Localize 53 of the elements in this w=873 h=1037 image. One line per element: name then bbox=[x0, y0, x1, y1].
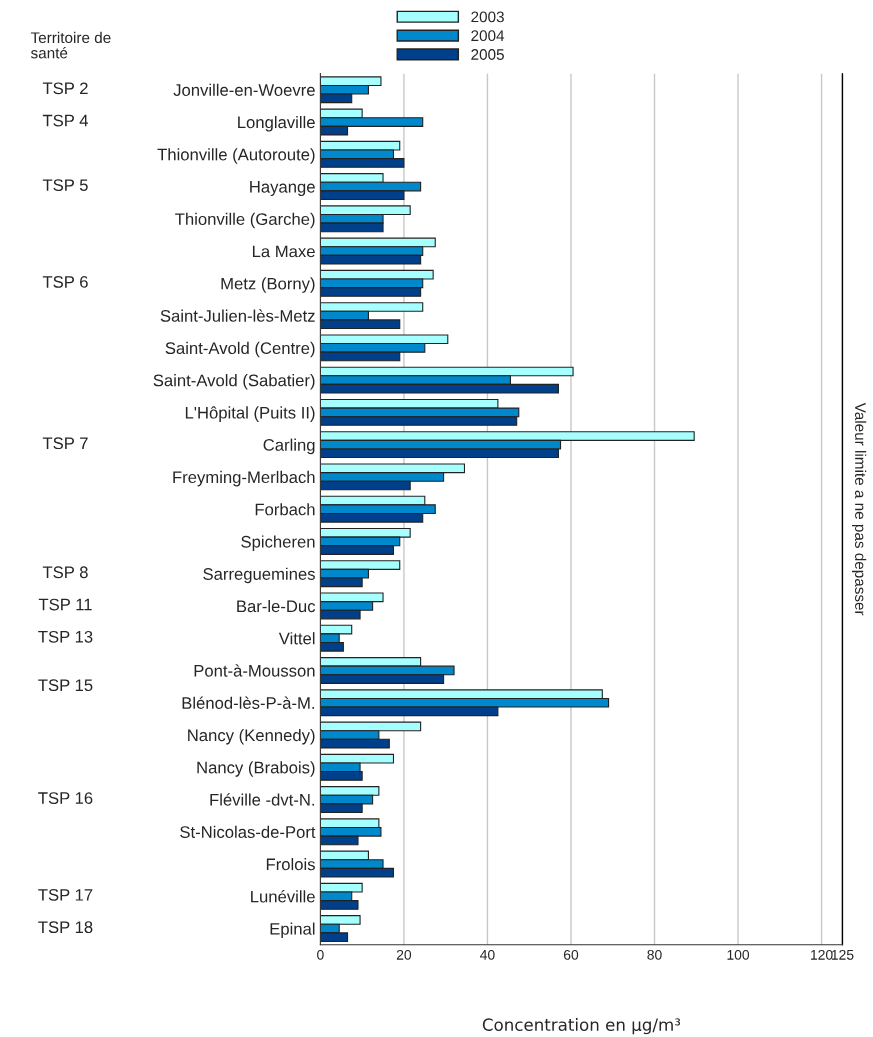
y-tick-label: St-Nicolas-de-Port bbox=[180, 825, 316, 838]
text: TSP 8 bbox=[42, 566, 88, 579]
legend-label: 2004 bbox=[471, 30, 505, 42]
legend-label: 2003 bbox=[471, 11, 504, 23]
text: TSP 2 bbox=[42, 82, 88, 95]
y-tick-label: Bar-le-Duc bbox=[237, 599, 316, 613]
x-tick-label: 125 bbox=[831, 949, 854, 960]
y-tick-label: Pont-à-Mousson bbox=[194, 664, 315, 677]
y-tick-label: Nancy (Kennedy) bbox=[188, 728, 315, 745]
y-tick-label: Hayange bbox=[250, 181, 315, 197]
y-tick-label: Spicheren bbox=[241, 535, 315, 551]
ref-line-label: Valeur limite a ne pas depasser bbox=[851, 402, 867, 616]
y-tick-label: Epinal bbox=[270, 922, 315, 939]
x-tick-label: 100 bbox=[727, 949, 750, 960]
y-tick-label: Saint-Avold (Sabatier) bbox=[153, 374, 315, 390]
y-tick-label: L'Hôpital (Puits II) bbox=[185, 406, 315, 422]
y-tick-label: Freyming-Merlbach bbox=[173, 470, 315, 487]
y-tick-label: Jonville-en-Woevre bbox=[173, 83, 315, 96]
text: TSP 18 bbox=[38, 921, 93, 934]
y-tick-label: Metz (Borny) bbox=[221, 277, 315, 293]
y-tick-label: Lunéville bbox=[251, 890, 315, 903]
y-tick-label: Sarreguemines bbox=[203, 567, 315, 584]
text: TSP 5 bbox=[42, 179, 88, 192]
text: TSP 17 bbox=[38, 888, 93, 901]
x-tick-label: 80 bbox=[647, 949, 662, 960]
y-tick-label: Saint-Julien-lès-Metz bbox=[160, 309, 315, 322]
x-tick-label: 20 bbox=[396, 949, 412, 960]
y-tick-label: Frolois bbox=[266, 858, 315, 871]
y-tick-label: Blénod-lès-P-à-M. bbox=[182, 696, 315, 709]
text: TSP 7 bbox=[42, 437, 88, 450]
y-tick-label: Nancy (Brabois) bbox=[197, 761, 315, 777]
y-tick-label: La Maxe bbox=[252, 245, 315, 258]
x-tick-label: 60 bbox=[563, 949, 579, 960]
text: TSP 4 bbox=[42, 114, 88, 127]
y-tick-label: Fléville -dvt-N. bbox=[210, 793, 315, 806]
legend-label: 2005 bbox=[471, 49, 504, 60]
y-tick-label: Vittel bbox=[278, 632, 315, 645]
y-tick-label: Thionville (Garche) bbox=[175, 212, 315, 229]
text: Territoire de santé bbox=[30, 31, 111, 59]
y-tick-label: Forbach bbox=[255, 503, 315, 516]
text: TSP 13 bbox=[38, 630, 93, 643]
x-tick-label: 120 bbox=[811, 949, 833, 960]
text: TSP 15 bbox=[38, 679, 93, 692]
y-tick-label: Carling bbox=[263, 438, 315, 455]
text: TSP 16 bbox=[38, 792, 93, 804]
y-tick-label: Longlaville bbox=[238, 115, 315, 132]
x-tick-label: 40 bbox=[480, 949, 495, 960]
text: TSP 6 bbox=[42, 276, 88, 288]
y-tick-label: Saint-Avold (Centre) bbox=[165, 341, 315, 358]
x-tick-label: 0 bbox=[317, 949, 324, 960]
text: TSP 11 bbox=[38, 598, 92, 611]
x-axis-title: Concentration en µg/m³ bbox=[482, 1018, 681, 1035]
y-tick-label: Thionville (Autoroute) bbox=[157, 148, 315, 164]
